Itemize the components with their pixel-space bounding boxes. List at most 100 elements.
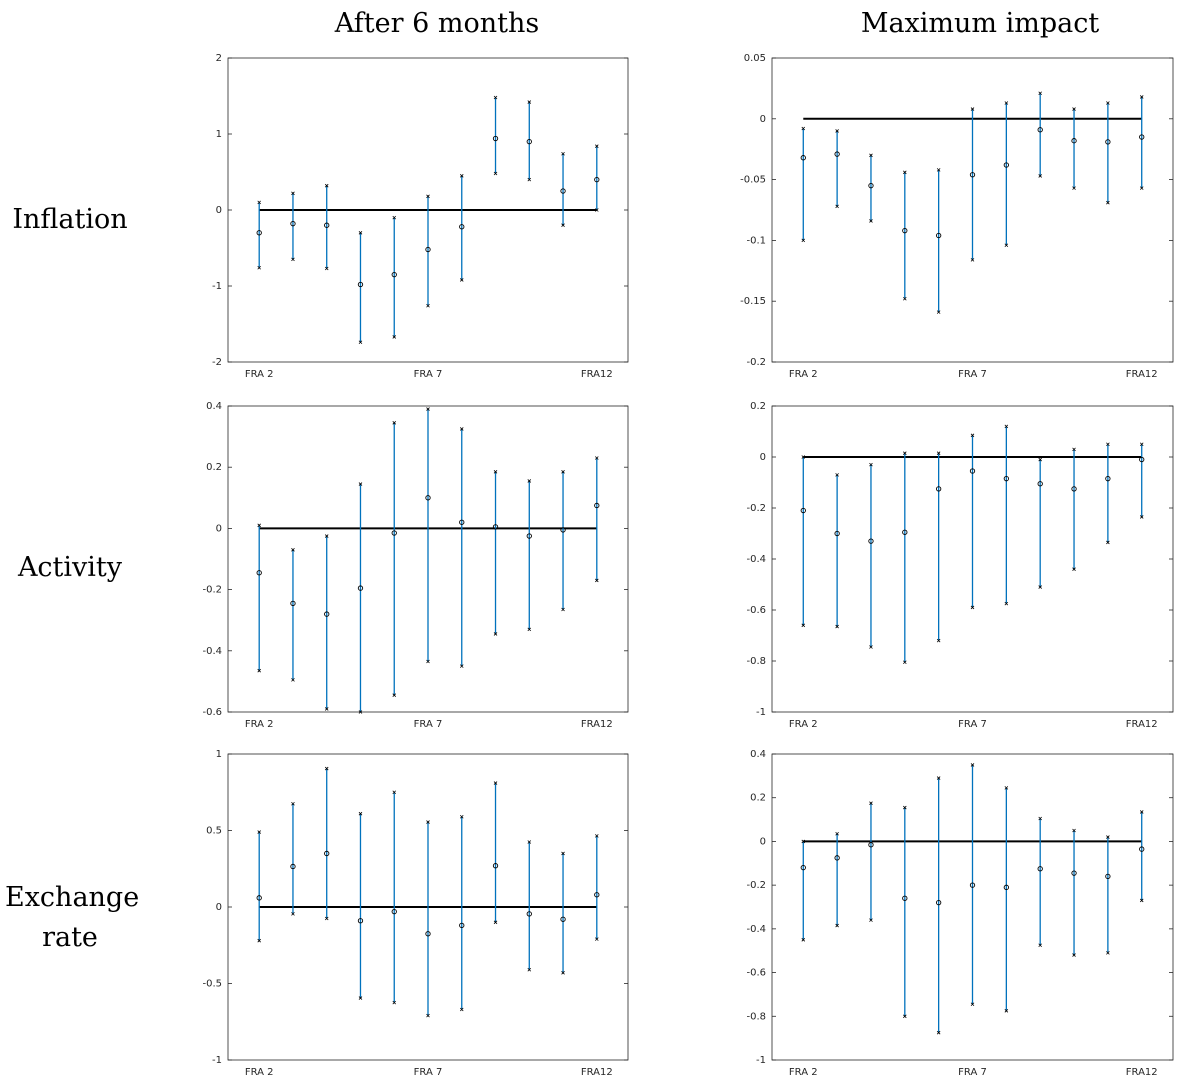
estimate-point bbox=[391, 530, 397, 536]
bound-marker bbox=[1139, 515, 1144, 519]
estimate-point bbox=[902, 529, 908, 535]
bound-marker bbox=[970, 258, 975, 262]
x-tick-label: FRA12 bbox=[1126, 1067, 1158, 1078]
bound-marker bbox=[835, 923, 839, 928]
y-tick-label: -0.6 bbox=[202, 707, 222, 718]
x-tick-label: FRA 7 bbox=[958, 369, 987, 380]
bound-marker bbox=[835, 624, 839, 629]
bound-marker bbox=[1004, 101, 1009, 105]
y-tick-label: -0.6 bbox=[746, 968, 766, 979]
bound-marker bbox=[324, 766, 329, 771]
bound-marker bbox=[324, 916, 329, 921]
bound-marker bbox=[1072, 828, 1076, 833]
bound-marker bbox=[1004, 243, 1009, 248]
bound-marker bbox=[459, 427, 464, 431]
bound-marker bbox=[527, 177, 532, 182]
bound-marker bbox=[527, 100, 532, 104]
bound-marker bbox=[426, 303, 430, 308]
bound-marker bbox=[527, 627, 532, 632]
bound-marker bbox=[1139, 186, 1144, 190]
estimate-point bbox=[492, 524, 499, 530]
bound-marker bbox=[1038, 585, 1042, 589]
bound-marker bbox=[257, 668, 261, 673]
y-tick-label: 0.2 bbox=[750, 793, 766, 804]
bound-marker bbox=[358, 231, 363, 235]
estimate-point bbox=[425, 495, 431, 501]
x-tick-label: FRA 7 bbox=[414, 369, 443, 380]
bound-marker bbox=[595, 144, 599, 148]
bound-marker bbox=[1106, 442, 1110, 447]
bound-marker bbox=[1139, 95, 1144, 99]
bound-marker bbox=[1038, 816, 1042, 821]
y-tick-label: -0.8 bbox=[746, 656, 766, 667]
bound-marker bbox=[970, 763, 975, 767]
y-tick-label: 0.4 bbox=[750, 749, 766, 760]
bound-marker bbox=[426, 820, 430, 824]
bound-marker bbox=[869, 645, 873, 649]
bound-marker bbox=[1139, 898, 1144, 903]
estimate-point bbox=[526, 533, 532, 539]
estimate-point bbox=[594, 892, 600, 898]
y-tick-label: 0.05 bbox=[744, 53, 766, 64]
y-tick-label: 0.2 bbox=[206, 462, 222, 473]
estimate-point bbox=[834, 151, 840, 157]
estimate-point bbox=[936, 899, 942, 906]
y-tick-label: 0.2 bbox=[750, 401, 766, 412]
y-tick-label: -0.2 bbox=[202, 585, 222, 596]
estimate-point bbox=[1071, 138, 1077, 144]
bound-marker bbox=[1038, 943, 1042, 948]
bound-marker bbox=[358, 710, 363, 714]
estimate-point bbox=[800, 865, 806, 871]
bound-marker bbox=[869, 801, 873, 805]
estimate-point bbox=[834, 530, 840, 537]
estimate-point bbox=[868, 183, 874, 189]
x-tick-label: FRA 7 bbox=[414, 1067, 443, 1078]
x-tick-label: FRA12 bbox=[1126, 719, 1158, 730]
bound-marker bbox=[493, 632, 498, 636]
estimate-point bbox=[1139, 134, 1145, 140]
estimate-point bbox=[560, 188, 566, 194]
y-tick-label: 0.5 bbox=[206, 826, 222, 837]
x-tick-label: FRA 7 bbox=[958, 719, 987, 730]
bound-marker bbox=[527, 840, 532, 844]
bound-marker bbox=[801, 455, 806, 459]
row-label: Inflation bbox=[12, 204, 128, 235]
estimate-point bbox=[1037, 866, 1043, 872]
bound-marker bbox=[561, 607, 565, 612]
y-tick-label: -0.2 bbox=[746, 880, 766, 891]
bound-marker bbox=[1072, 107, 1076, 111]
estimate-point bbox=[902, 228, 908, 234]
bound-marker bbox=[595, 937, 599, 941]
bound-marker bbox=[869, 462, 873, 467]
bound-marker bbox=[426, 407, 430, 411]
x-tick-label: FRA12 bbox=[581, 1067, 613, 1078]
estimate-point bbox=[1003, 884, 1009, 890]
estimate-point bbox=[936, 486, 942, 492]
estimate-point bbox=[800, 155, 806, 161]
x-tick-label: FRA 2 bbox=[789, 719, 818, 730]
x-tick-label: FRA 7 bbox=[414, 719, 443, 730]
y-tick-label: -0.1 bbox=[746, 235, 766, 246]
bound-marker bbox=[561, 470, 565, 474]
bound-marker bbox=[970, 1002, 975, 1007]
axes-box bbox=[771, 753, 1174, 1061]
estimate-point bbox=[492, 863, 499, 869]
bound-marker bbox=[459, 664, 464, 668]
estimate-point bbox=[391, 271, 397, 278]
bound-marker bbox=[358, 996, 363, 1000]
bound-marker bbox=[903, 170, 907, 175]
x-tick-label: FRA12 bbox=[581, 719, 613, 730]
x-tick-label: FRA 2 bbox=[245, 719, 274, 730]
estimate-point bbox=[1139, 846, 1145, 852]
estimate-point bbox=[868, 538, 874, 544]
bound-marker bbox=[392, 693, 397, 697]
estimate-point bbox=[357, 281, 364, 288]
y-tick-label: 1 bbox=[216, 749, 222, 760]
y-tick-label: 0 bbox=[760, 836, 766, 847]
estimate-point bbox=[290, 600, 296, 607]
bound-marker bbox=[324, 266, 329, 271]
estimate-point bbox=[834, 855, 840, 861]
bound-marker bbox=[835, 129, 839, 133]
bound-marker bbox=[561, 223, 565, 227]
